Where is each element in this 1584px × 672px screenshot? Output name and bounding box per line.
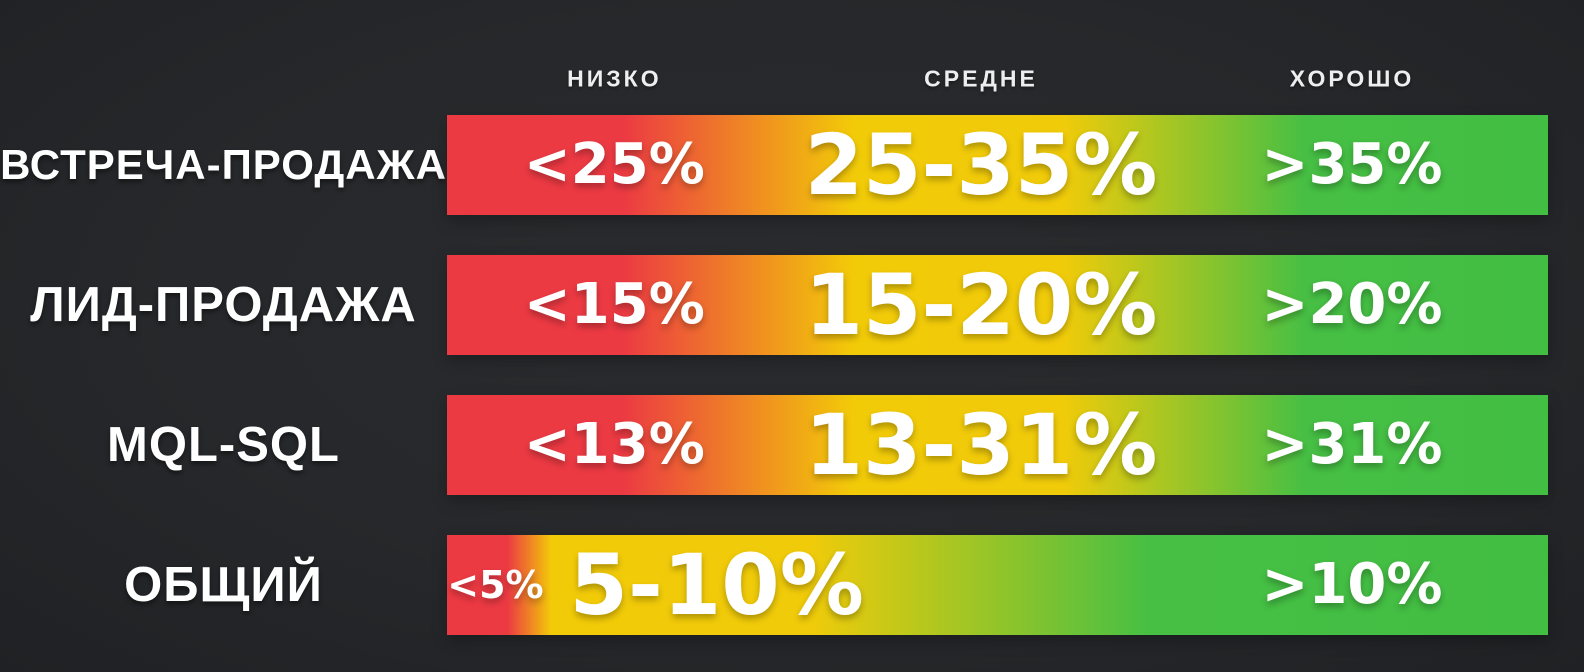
gradient-bar: <25% 25-35% >35% — [447, 115, 1548, 215]
column-header-low: НИЗКО — [567, 65, 662, 92]
column-header-mid: СРЕДНЕ — [924, 65, 1038, 92]
row-label-overall: ОБЩИЙ — [124, 558, 323, 612]
column-headers: НИЗКО СРЕДНЕ ХОРОШО — [447, 62, 1548, 96]
table-row: ЛИД-ПРОДАЖА <15% 15-20% >20% — [0, 255, 1584, 355]
good-value: >35% — [1261, 132, 1443, 197]
good-value: >10% — [1261, 552, 1443, 617]
low-value: <25% — [523, 132, 705, 197]
table-row: ВСТРЕЧА-ПРОДАЖА <25% 25-35% >35% — [0, 115, 1584, 215]
mid-value: 5-10% — [569, 536, 864, 634]
low-value: <15% — [523, 272, 705, 337]
low-value: <5% — [447, 563, 544, 607]
row-label-mql-sql: MQL-SQL — [107, 418, 340, 472]
good-value: >20% — [1261, 272, 1443, 337]
gradient-bar: <15% 15-20% >20% — [447, 255, 1548, 355]
table-row: MQL-SQL <13% 13-31% >31% — [0, 395, 1584, 495]
gradient-bar: <13% 13-31% >31% — [447, 395, 1548, 495]
table-row: ОБЩИЙ <5% 5-10% >10% — [0, 535, 1584, 635]
mid-value: 13-31% — [804, 396, 1158, 494]
gradient-bar: <5% 5-10% >10% — [447, 535, 1548, 635]
row-label-meeting-sale: ВСТРЕЧА-ПРОДАЖА — [0, 141, 447, 188]
mid-value: 15-20% — [804, 256, 1158, 354]
good-value: >31% — [1261, 412, 1443, 477]
row-label-lead-sale: ЛИД-ПРОДАЖА — [30, 278, 417, 332]
low-value: <13% — [523, 412, 705, 477]
column-header-good: ХОРОШО — [1289, 65, 1415, 92]
mid-value: 25-35% — [804, 116, 1158, 214]
